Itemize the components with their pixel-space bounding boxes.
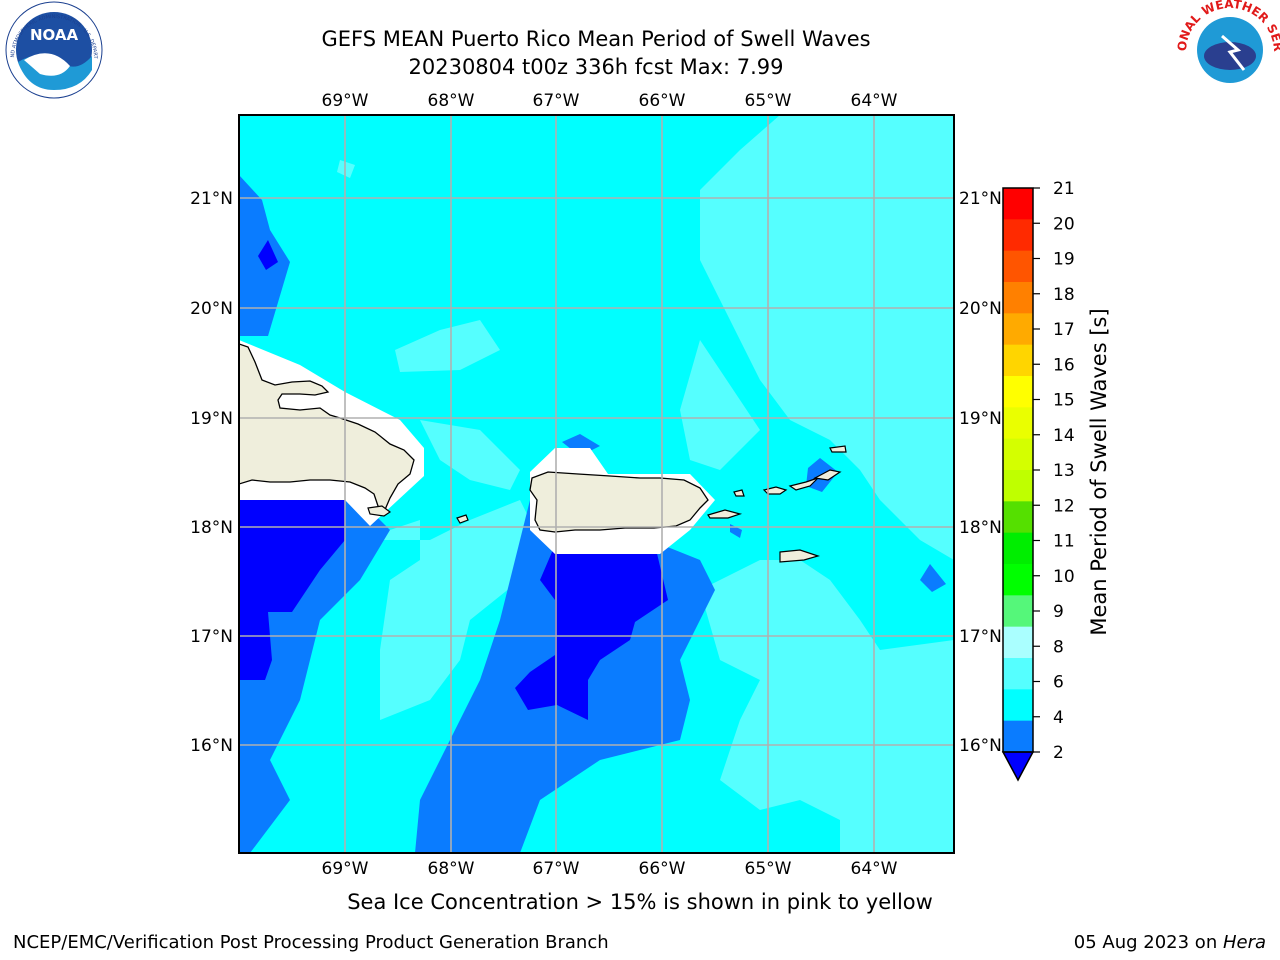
colorbar-tick-label: 18 <box>1053 285 1075 305</box>
colorbar-segment <box>1003 532 1033 565</box>
colorbar-segment <box>1003 470 1033 502</box>
chart-subtitle: 20230804 t00z 336h fcst Max: 7.99 <box>408 55 784 79</box>
svg-text:NATIONAL WEATHER SERVICE: NATIONAL WEATHER SERVICE <box>0 0 1280 52</box>
lat-labels-left: 21°N 20°N 19°N 18°N 17°N 16°N <box>190 189 233 756</box>
st-john-island <box>788 477 819 491</box>
lon-label: 67°W <box>533 859 580 879</box>
lon-label: 69°W <box>322 91 369 111</box>
map-area <box>239 115 954 853</box>
colorbar-segment <box>1003 689 1033 722</box>
colorbar-tick-label: 10 <box>1053 567 1075 587</box>
colorbar-segment <box>1003 407 1033 440</box>
mona-island <box>456 514 469 524</box>
lat-label: 21°N <box>190 189 233 209</box>
vieques-island <box>707 509 743 519</box>
lon-label: 64°W <box>851 859 898 879</box>
colorbar-tick-label: 16 <box>1053 355 1075 375</box>
footer-credit: NCEP/EMC/Verification Post Processing Pr… <box>13 932 609 953</box>
chart-title: GEFS MEAN Puerto Rico Mean Period of Swe… <box>321 27 871 51</box>
noaa-logo: NOAA NATIONAL OCEANIC AND ATMOSPHERIC AD… <box>0 0 103 99</box>
colorbar-label: Mean Period of Swell Waves [s] <box>1087 308 1111 635</box>
lon-label: 69°W <box>322 859 369 879</box>
colorbar-tick-label: 15 <box>1053 391 1075 411</box>
map-frame <box>238 114 955 854</box>
lat-label: 21°N <box>959 189 1002 209</box>
tortola-island <box>813 469 842 481</box>
lat-label: 19°N <box>190 409 233 429</box>
lon-label: 68°W <box>428 91 475 111</box>
lat-label: 18°N <box>190 518 233 538</box>
colorbar-tick-label: 6 <box>1053 673 1064 693</box>
lat-label: 18°N <box>959 518 1002 538</box>
caption: Sea Ice Concentration > 15% is shown in … <box>347 890 933 914</box>
colorbar-tick-label: 9 <box>1053 602 1064 622</box>
lat-label: 16°N <box>190 736 233 756</box>
colorbar-segment <box>1003 438 1033 471</box>
noaa-logo-text: NOAA <box>30 26 79 44</box>
lon-labels-bottom: 69°W 68°W 67°W 66°W 65°W 64°W <box>322 859 898 879</box>
footer-machine: Hera <box>1222 932 1266 953</box>
footer-date-text: 05 Aug 2023 on <box>1073 932 1223 953</box>
gridlines <box>239 115 954 853</box>
lon-label: 66°W <box>639 859 686 879</box>
colorbar-segment <box>1003 595 1033 628</box>
colorbar-segment <box>1003 250 1033 283</box>
colorbar-segment <box>1003 313 1033 346</box>
puerto-rico-land <box>529 471 709 533</box>
lat-label: 17°N <box>959 627 1002 647</box>
colorbar-tick-label: 11 <box>1053 532 1075 552</box>
lat-label: 17°N <box>190 627 233 647</box>
st-croix-island <box>779 549 821 563</box>
colorbar-tick-label: 21 <box>1053 179 1075 199</box>
lon-label: 64°W <box>851 91 898 111</box>
colorbar-tick-label: 13 <box>1053 461 1075 481</box>
hispaniola-land <box>239 343 415 514</box>
colorbar-segment <box>1003 658 1033 690</box>
lon-label: 67°W <box>533 91 580 111</box>
lon-label: 66°W <box>639 91 686 111</box>
colorbar-segment <box>1003 564 1033 596</box>
colorbar-tick-label: 17 <box>1053 320 1075 340</box>
lat-labels-right: 21°N 20°N 19°N 18°N 17°N 16°N <box>959 189 1002 756</box>
nws-logo-text: NATIONAL WEATHER SERVICE <box>0 0 1280 52</box>
colorbar: 21 20 19 18 17 16 15 14 13 12 11 10 9 8 6 4 2 Mean Perio… <box>1001 179 1111 782</box>
nws-logo: NATIONAL WEATHER SERVICE <box>0 0 1280 94</box>
lon-label: 68°W <box>428 859 475 879</box>
saona-island <box>367 505 392 517</box>
colorbar-segment <box>1003 720 1033 753</box>
colorbar-segment <box>1003 344 1033 377</box>
lon-label: 65°W <box>745 91 792 111</box>
anegada-island <box>829 445 847 453</box>
colorbar-segment <box>1003 282 1033 314</box>
band-below-2 <box>239 240 668 720</box>
lat-label: 20°N <box>959 299 1002 319</box>
colorbar-tick-label: 12 <box>1053 496 1075 516</box>
colorbar-tick-label: 8 <box>1053 637 1064 657</box>
colorbar-extend-arrow <box>1001 751 1035 782</box>
colorbar-tick-label: 20 <box>1053 214 1075 234</box>
colorbar-tick-label: 2 <box>1053 743 1064 763</box>
band-6-8 <box>337 115 954 853</box>
lon-labels-top: 69°W 68°W 67°W 66°W 65°W 64°W <box>322 91 898 111</box>
culebra-island <box>733 489 745 497</box>
lon-label: 65°W <box>745 859 792 879</box>
colorbar-tick-label: 14 <box>1053 426 1075 446</box>
colorbar-segment <box>1003 501 1033 534</box>
footer-date: 05 Aug 2023 on Hera <box>1074 932 1266 953</box>
colorbar-segment <box>1003 376 1033 408</box>
colorbar-segment <box>1003 219 1033 252</box>
colorbar-segment <box>1003 626 1033 659</box>
lat-label: 19°N <box>959 409 1002 429</box>
colorbar-segment <box>1003 188 1033 220</box>
colorbar-tick-label: 4 <box>1053 708 1064 728</box>
lat-label: 20°N <box>190 299 233 319</box>
lat-label: 16°N <box>959 736 1002 756</box>
colorbar-tick-label: 19 <box>1053 250 1075 270</box>
